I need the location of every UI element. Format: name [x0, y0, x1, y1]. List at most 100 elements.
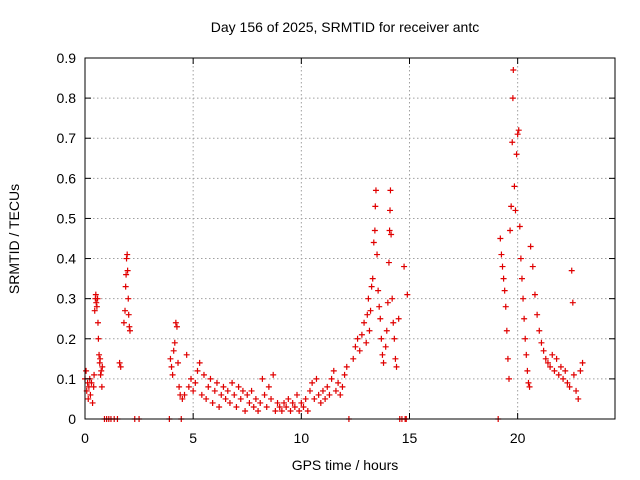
data-point	[276, 403, 283, 410]
data-point	[89, 399, 96, 406]
data-point	[97, 371, 104, 378]
y-tick-label: 0.3	[57, 291, 77, 307]
data-point	[385, 259, 392, 266]
data-point	[374, 251, 381, 258]
data-point	[518, 275, 525, 282]
data-point	[536, 327, 543, 334]
data-point	[562, 367, 569, 374]
data-point	[168, 363, 175, 370]
data-point	[568, 267, 575, 274]
data-point	[401, 263, 408, 270]
data-point	[352, 343, 359, 350]
data-point	[380, 359, 387, 366]
data-point	[313, 375, 320, 382]
data-point	[370, 239, 377, 246]
data-point	[255, 407, 262, 414]
data-point	[368, 283, 375, 290]
data-point	[268, 395, 275, 402]
data-point	[93, 303, 100, 310]
data-point	[579, 359, 586, 366]
data-point	[506, 375, 512, 382]
data-point	[525, 379, 532, 386]
data-point	[354, 335, 361, 342]
y-tick-labels: 0 0.1 0.2 0.3 0.4 0.5 0.6 0.7 0.8 0.9	[57, 50, 77, 427]
data-point	[540, 347, 547, 354]
data-point	[124, 251, 131, 258]
data-point	[170, 347, 177, 354]
y-tick-label: 0.2	[57, 331, 77, 347]
x-tick-label: 10	[294, 430, 310, 446]
data-point	[498, 251, 505, 258]
data-point	[283, 403, 290, 410]
data-point	[171, 339, 178, 346]
data-point	[387, 187, 394, 194]
data-point	[183, 351, 190, 358]
y-tick-label: 0.4	[57, 251, 77, 267]
data-point	[379, 351, 386, 358]
data-point	[542, 355, 549, 362]
data-points	[82, 67, 586, 422]
data-point	[524, 367, 531, 374]
data-point	[369, 275, 376, 282]
data-point	[196, 359, 203, 366]
data-point	[216, 403, 223, 410]
data-point	[125, 295, 132, 302]
data-point	[248, 387, 255, 394]
data-point	[324, 383, 331, 390]
x-tick-label: 5	[189, 430, 197, 446]
data-point	[522, 335, 529, 342]
y-tick-label: 0.1	[57, 371, 77, 387]
data-point	[534, 311, 541, 318]
data-point	[553, 355, 560, 362]
data-point	[83, 367, 90, 374]
data-point	[372, 203, 379, 210]
data-point	[551, 367, 558, 374]
data-point	[281, 399, 288, 406]
data-point	[278, 407, 285, 414]
data-point	[188, 375, 194, 382]
data-point	[332, 387, 339, 394]
data-point	[315, 391, 322, 398]
plot-border	[84, 57, 616, 420]
data-point	[363, 339, 370, 346]
data-point	[211, 387, 218, 394]
data-point	[404, 291, 411, 298]
data-point	[328, 375, 335, 382]
data-point	[350, 355, 357, 362]
data-point	[126, 327, 133, 334]
tick-marks	[84, 57, 615, 420]
data-point	[343, 363, 350, 370]
data-point	[126, 323, 133, 330]
data-point	[179, 395, 186, 402]
data-point	[335, 379, 342, 386]
data-point	[544, 359, 551, 366]
data-point	[99, 363, 106, 370]
data-point	[375, 287, 382, 294]
data-point	[229, 379, 236, 386]
data-point	[235, 383, 242, 390]
data-point	[547, 363, 554, 370]
data-point	[317, 399, 324, 406]
data-point	[270, 371, 277, 378]
data-point	[291, 403, 298, 410]
data-point	[257, 399, 264, 406]
data-point	[520, 295, 527, 302]
data-point	[198, 391, 205, 398]
data-point	[367, 307, 374, 314]
data-point	[372, 187, 379, 194]
data-point	[382, 343, 389, 350]
data-point	[388, 231, 395, 238]
data-point	[120, 319, 127, 326]
data-point	[122, 307, 129, 314]
data-point	[224, 387, 231, 394]
data-point	[294, 391, 300, 398]
data-point	[94, 319, 101, 326]
data-point	[96, 351, 103, 358]
x-axis-label: GPS time / hours	[292, 457, 399, 473]
data-point	[512, 207, 519, 214]
data-point	[190, 387, 197, 394]
data-point	[376, 303, 383, 310]
data-point	[231, 391, 238, 398]
data-point	[326, 391, 333, 398]
data-point	[371, 227, 378, 234]
